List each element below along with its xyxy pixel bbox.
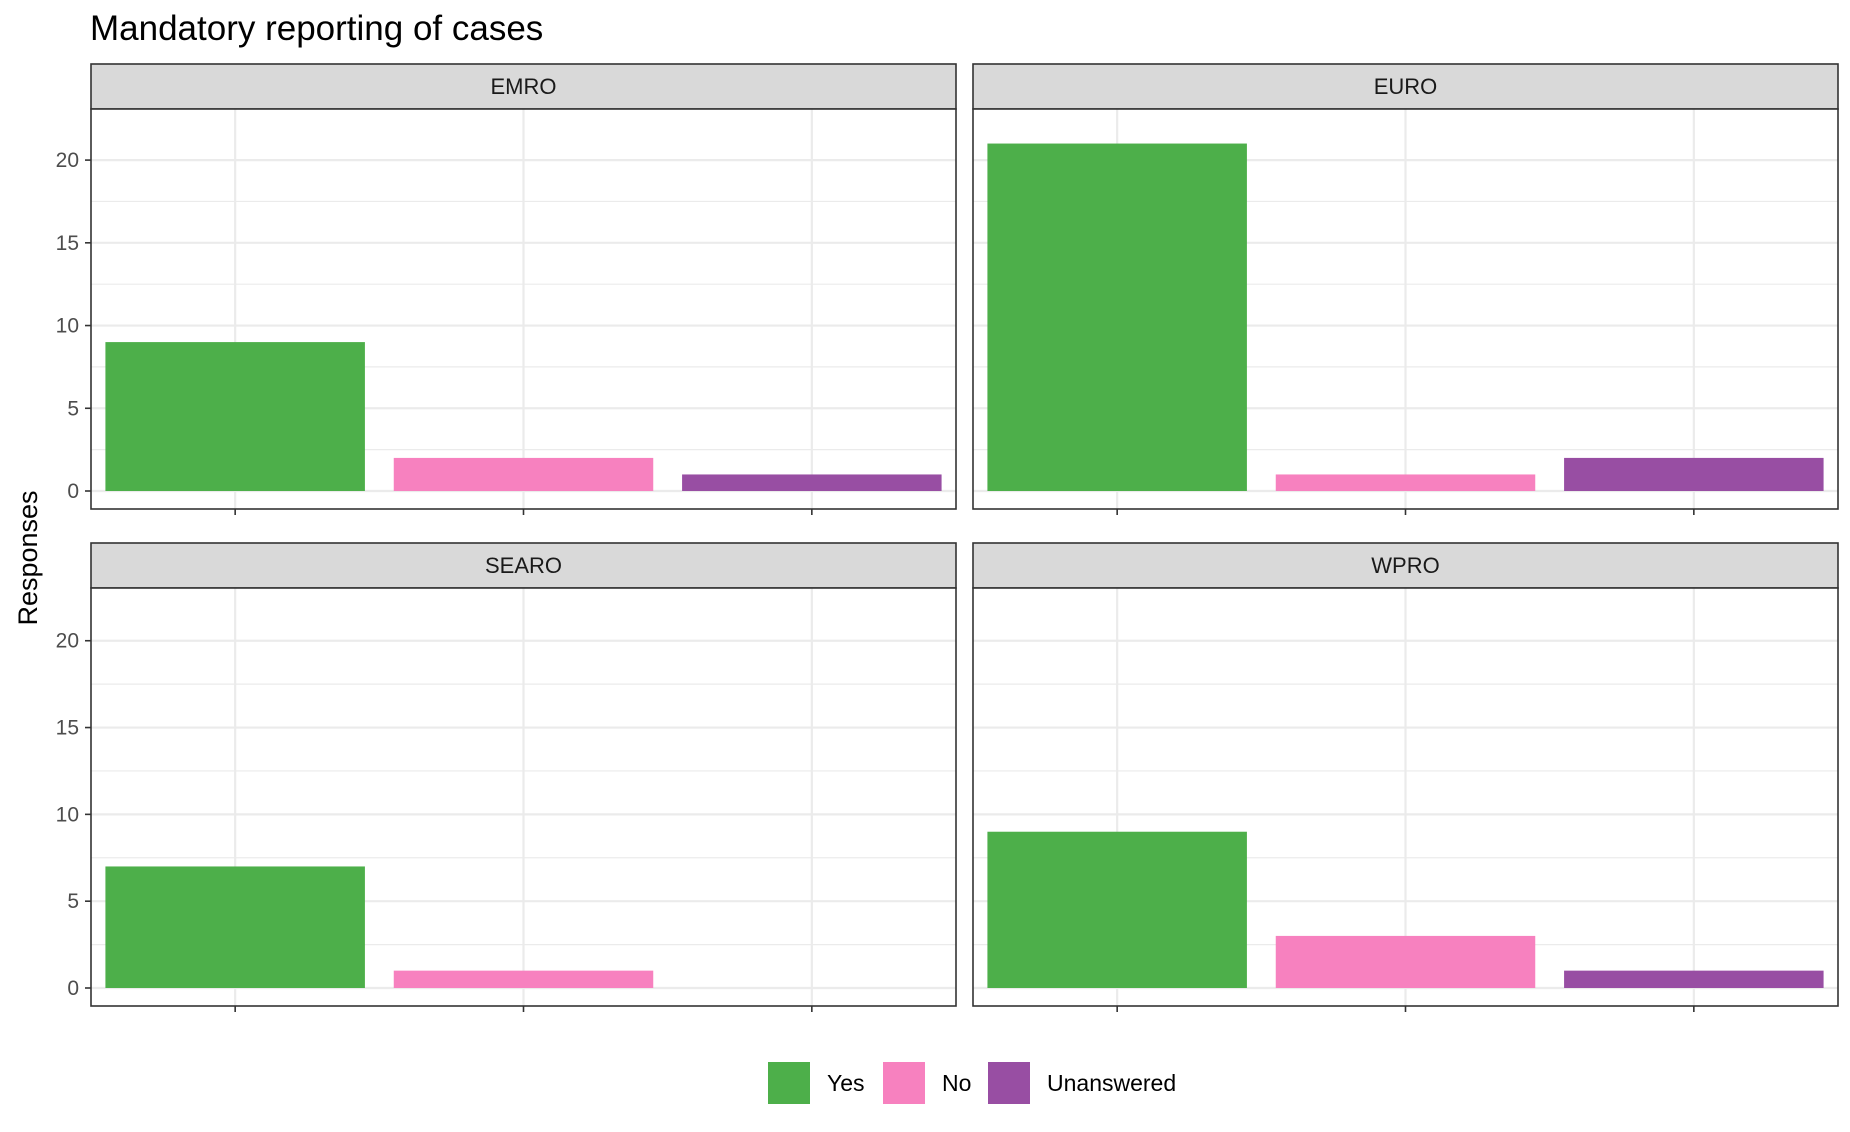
chart-title: Mandatory reporting of cases <box>90 9 543 48</box>
legend-label-yes: Yes <box>827 1070 865 1096</box>
facet-strip <box>90 542 957 589</box>
facet-wpro: WPRO <box>972 542 1839 1012</box>
y-axis-label: Responses <box>13 490 43 625</box>
legend-label-unanswered: Unanswered <box>1047 1070 1176 1096</box>
legend-key-no <box>883 1062 925 1104</box>
y-tick-label: 15 <box>56 717 79 740</box>
y-tick-label: 0 <box>67 977 79 1000</box>
y-tick-label: 10 <box>56 803 79 826</box>
facet-strip <box>90 63 957 110</box>
facet-strip-label: EURO <box>1374 74 1438 99</box>
legend-item-no: No <box>883 1062 971 1104</box>
facet-emro: EMRO 0 5 10 15 20 <box>56 63 957 515</box>
legend-label-no: No <box>942 1070 971 1096</box>
bar-searo-yes <box>105 866 365 988</box>
y-tick-label: 5 <box>67 397 79 420</box>
legend-key-yes <box>768 1062 810 1104</box>
legend-item-yes: Yes <box>768 1062 865 1104</box>
bar-wpro-yes <box>987 831 1247 988</box>
y-tick-label: 0 <box>67 480 79 503</box>
bar-euro-no <box>1275 474 1536 491</box>
y-tick-label: 20 <box>56 149 79 172</box>
bar-emro-unanswered <box>682 474 942 491</box>
facet-strip <box>972 63 1839 110</box>
bar-euro-unanswered <box>1564 457 1824 491</box>
legend-key-unanswered <box>988 1062 1030 1104</box>
facet-searo: SEARO 0 5 10 15 20 <box>56 542 957 1012</box>
y-tick-label: 5 <box>67 890 79 913</box>
facet-strip <box>972 542 1839 589</box>
bar-wpro-no <box>1275 935 1536 988</box>
facet-strip-label: EMRO <box>491 74 557 99</box>
facet-strip-label: WPRO <box>1371 553 1439 578</box>
bar-emro-yes <box>105 342 365 491</box>
facet-euro: EURO <box>972 63 1839 515</box>
bar-emro-no <box>393 457 654 491</box>
facet-strip-label: SEARO <box>485 553 562 578</box>
y-tick-label: 15 <box>56 232 79 255</box>
facet-panels: EMRO 0 5 10 15 20 EURO SEARO 0 5 10 15 20 WPRO <box>56 63 1839 1012</box>
legend: Yes No Unanswered <box>768 1062 1176 1104</box>
y-tick-label: 20 <box>56 630 79 653</box>
y-tick-label: 10 <box>56 315 79 338</box>
legend-item-unanswered: Unanswered <box>988 1062 1176 1104</box>
bar-euro-yes <box>987 143 1247 491</box>
bar-searo-no <box>393 970 654 988</box>
bar-wpro-unanswered <box>1564 970 1824 988</box>
